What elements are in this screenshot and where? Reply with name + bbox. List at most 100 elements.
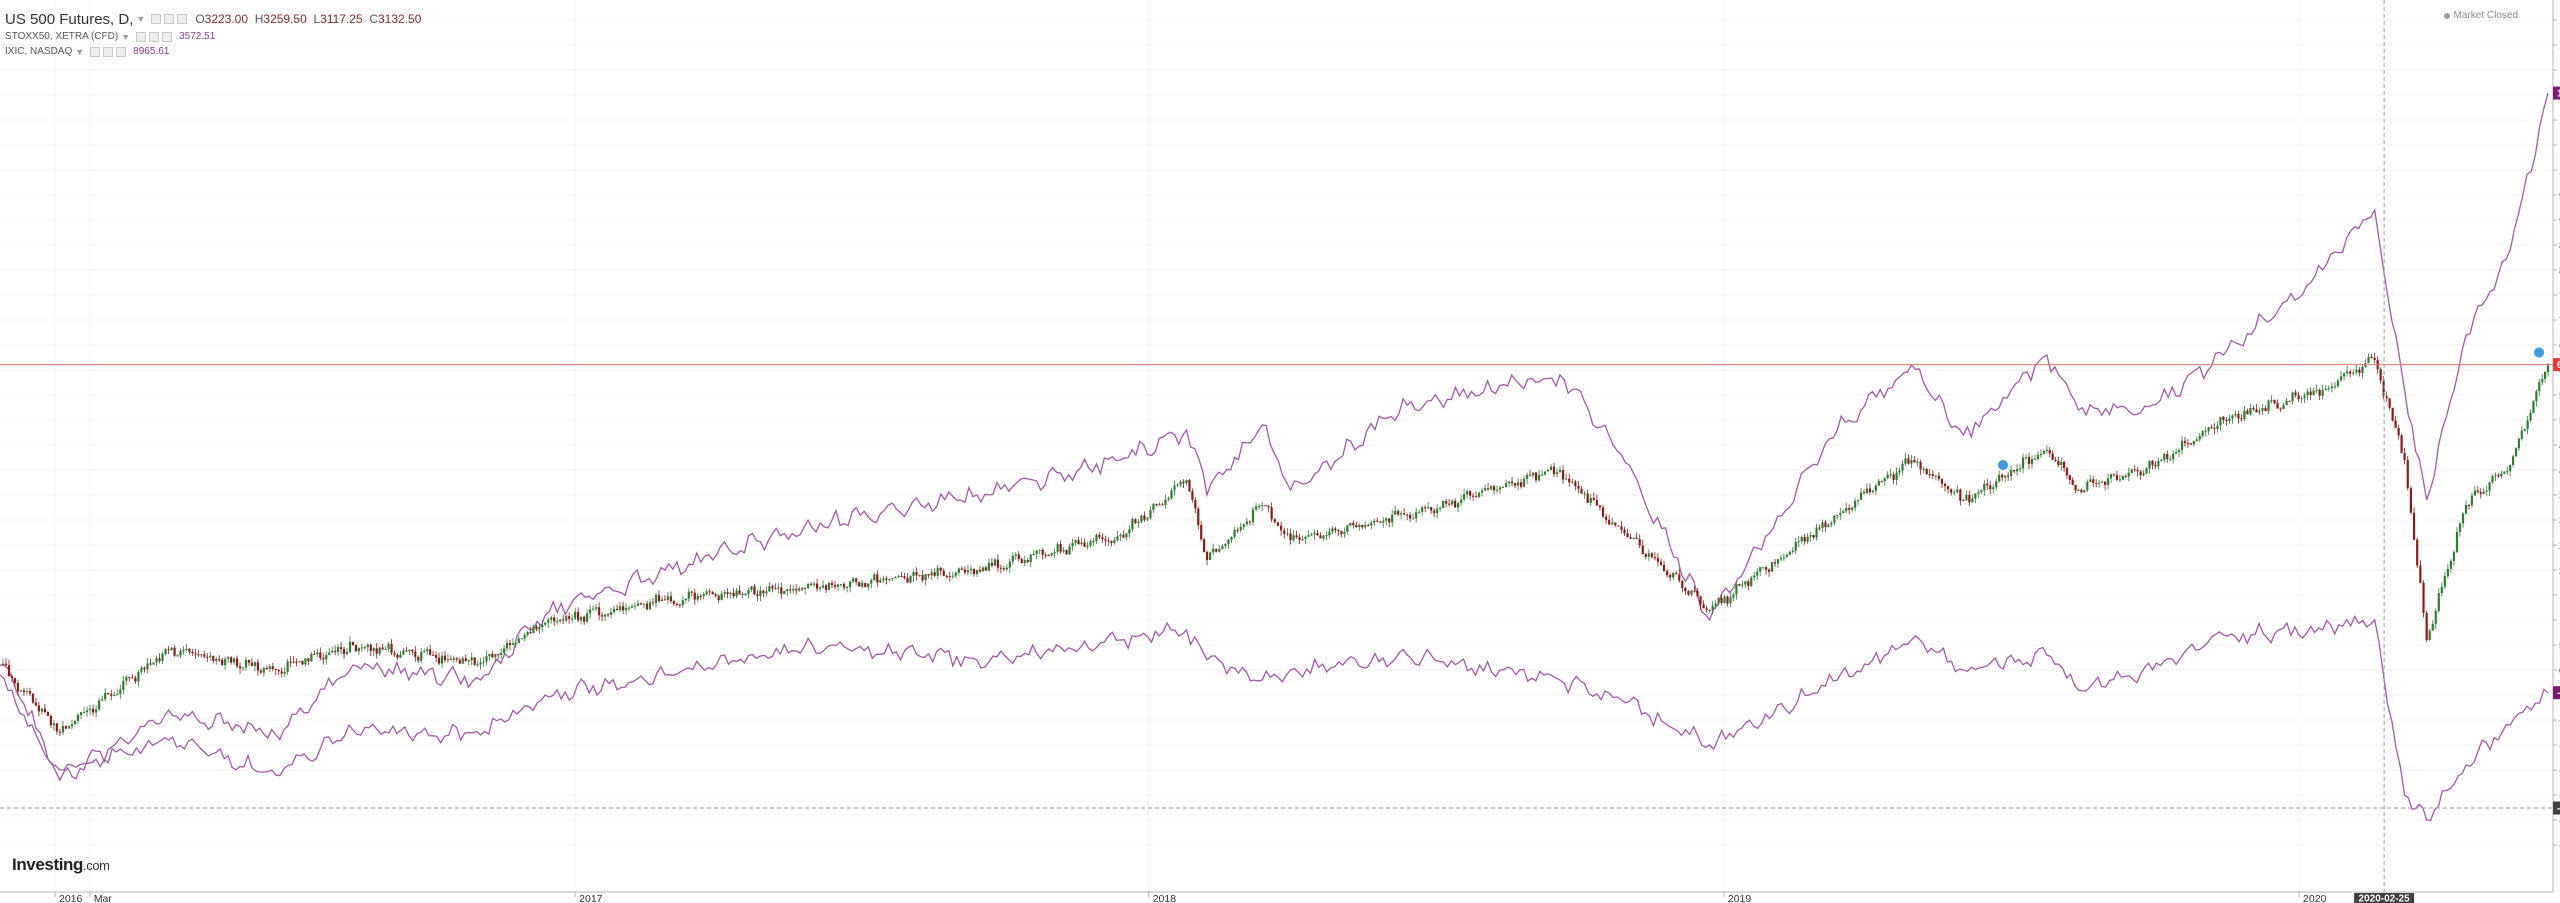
close-icon[interactable]: [162, 31, 173, 42]
candle: [1203, 537, 1206, 553]
chevron-down-icon[interactable]: ▼: [136, 14, 146, 24]
candle-body: [146, 663, 149, 670]
candle-body: [1233, 529, 1236, 537]
main-symbol[interactable]: US 500 Futures, D,: [5, 10, 134, 28]
candle: [2045, 445, 2049, 454]
candle-body: [256, 662, 259, 671]
candle-body: [2412, 512, 2416, 540]
candle: [1934, 475, 1937, 481]
event-marker-icon[interactable]: [2533, 346, 2545, 359]
candle: [470, 652, 473, 665]
compare-symbol-ixic[interactable]: IXIC, NASDAQ: [5, 46, 73, 57]
chevron-down-icon[interactable]: ▼: [121, 31, 131, 42]
chevron-down-icon[interactable]: ▼: [75, 46, 85, 57]
eye-icon[interactable]: [151, 14, 162, 24]
candle: [1131, 517, 1134, 532]
candle-body: [2216, 425, 2219, 430]
candle-body: [1968, 494, 1971, 503]
candle: [1468, 489, 1472, 500]
candle: [2204, 426, 2207, 437]
candle-body: [185, 648, 188, 651]
candle: [738, 585, 741, 595]
candle-body: [1462, 494, 1466, 500]
legend-compare-row-stoxx[interactable]: STOXX50, XETRA (CFD) ▼ 3572.51: [5, 29, 421, 44]
candle: [1334, 526, 1337, 533]
settings-icon[interactable]: [164, 14, 175, 24]
candle: [1504, 479, 1508, 488]
candle: [1549, 463, 1553, 471]
candle-body: [2497, 475, 2500, 477]
candle: [40, 707, 44, 715]
compare-symbol-stoxx[interactable]: STOXX50, XETRA (CFD): [5, 31, 119, 42]
candle: [2101, 480, 2104, 484]
y-axis[interactable]: 130.00%125.00%120.00%115.00%110.00%105.0…: [2553, 15, 2560, 852]
candle: [2491, 474, 2494, 485]
candle-body: [1245, 521, 1248, 525]
candle-body: [1871, 490, 1874, 493]
candle: [978, 565, 982, 574]
candle: [479, 657, 482, 670]
candle-body: [307, 658, 310, 662]
candle-body: [1203, 539, 1206, 553]
candle: [657, 590, 661, 603]
candle-body: [2189, 443, 2192, 445]
candle: [274, 668, 277, 676]
candle-body: [505, 642, 509, 649]
x-axis[interactable]: 2016 Mar 2017 2018 2019 2020: [54, 892, 2327, 903]
market-status-text: Market Closed: [2453, 10, 2518, 21]
event-marker-icon[interactable]: [1997, 459, 2009, 471]
candle: [969, 565, 973, 575]
candle: [2234, 410, 2237, 418]
candle: [2010, 465, 2013, 481]
eye-icon[interactable]: [136, 31, 147, 42]
candle-body: [1641, 545, 1644, 555]
candle: [1516, 477, 1520, 491]
candle: [319, 647, 322, 661]
legend-main-row[interactable]: US 500 Futures, D, ▼ O3223.00 H3259.50 L…: [5, 9, 421, 29]
candle-body: [1343, 531, 1346, 535]
candle: [2219, 416, 2222, 431]
candle: [2517, 437, 2521, 452]
candle-body: [277, 670, 280, 672]
candle-body: [1690, 590, 1693, 595]
close-icon[interactable]: [116, 46, 127, 57]
close-icon[interactable]: [177, 14, 188, 24]
candle: [993, 558, 996, 567]
candle: [2543, 370, 2547, 383]
candle: [660, 596, 664, 602]
legend-compare-row-ixic[interactable]: IXIC, NASDAQ ▼ 8965.61: [5, 44, 421, 59]
candle-body: [1714, 603, 1717, 606]
settings-icon[interactable]: [103, 46, 114, 57]
candle: [455, 657, 458, 663]
eye-icon[interactable]: [90, 46, 101, 57]
candle: [339, 641, 343, 655]
candle: [378, 646, 381, 656]
candle: [1916, 458, 1919, 467]
candle-body: [440, 655, 444, 664]
candle-body: [2243, 410, 2246, 420]
candle-body: [1821, 522, 1824, 529]
candle-body: [624, 607, 628, 611]
candle-body: [535, 626, 538, 630]
settings-icon[interactable]: [149, 31, 160, 42]
candle-body: [22, 690, 26, 693]
candle-body: [735, 590, 738, 597]
candle-body: [930, 572, 933, 576]
candle-body: [1956, 489, 1959, 493]
candle-body: [1513, 483, 1517, 486]
candle-body: [1806, 536, 1809, 542]
candle-body: [64, 725, 68, 729]
candle-body: [1809, 535, 1812, 537]
candle: [1161, 502, 1164, 506]
candle-body: [648, 602, 652, 610]
candle: [1895, 467, 1898, 486]
candle-body: [717, 595, 720, 600]
candle: [2249, 403, 2252, 416]
candle-body: [1011, 555, 1014, 562]
candle-body: [2109, 474, 2113, 479]
candle: [960, 566, 963, 571]
candle-body: [2062, 461, 2066, 469]
candle-body: [437, 657, 441, 664]
candle: [1729, 592, 1732, 607]
